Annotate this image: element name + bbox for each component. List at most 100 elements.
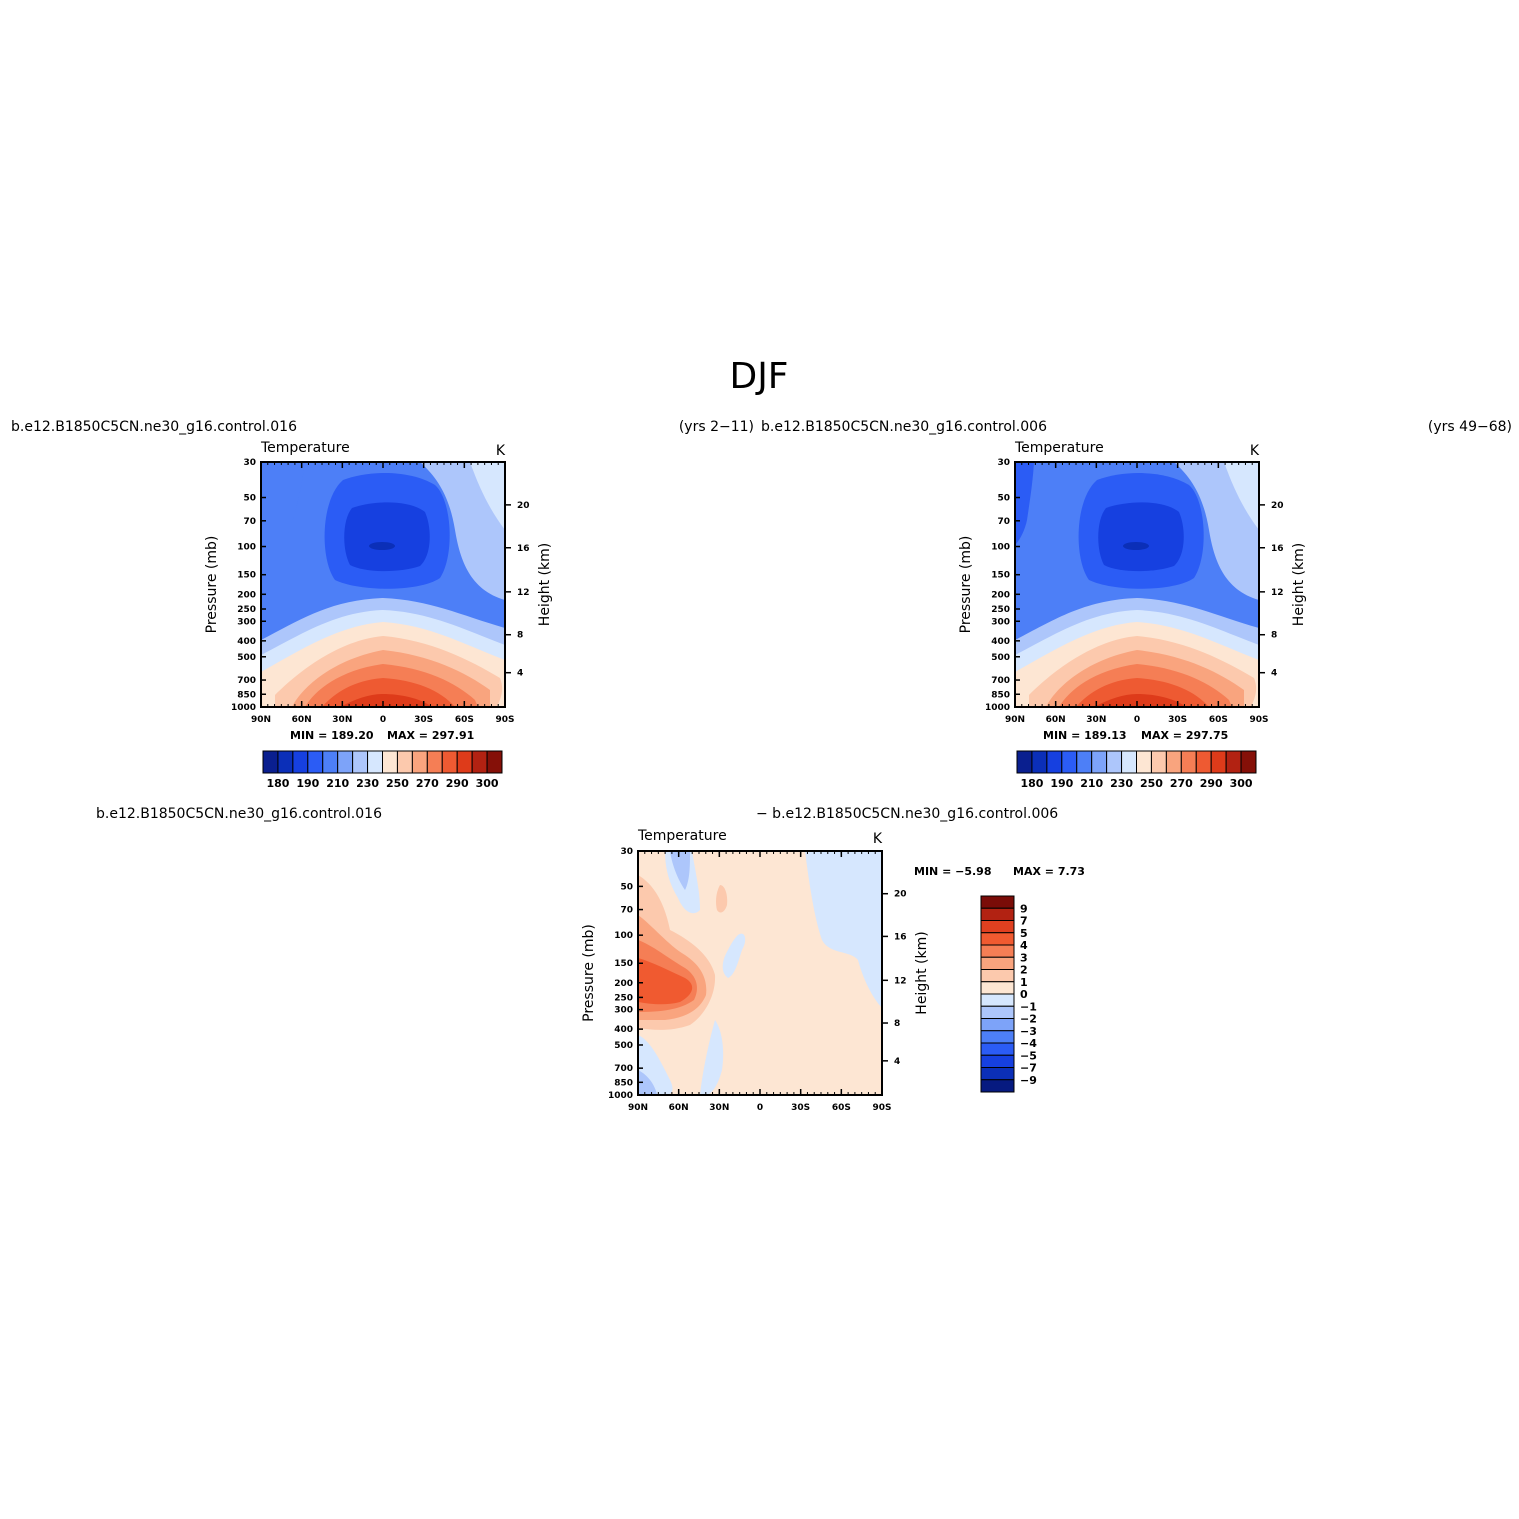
x-tick-label: 60S: [832, 1103, 851, 1113]
colorbar-box: [1091, 750, 1108, 774]
colorbar-box: [980, 1067, 1015, 1081]
y2-tick-label: 8: [1271, 631, 1277, 641]
colorbar-box: [1225, 750, 1242, 774]
y-tick-label: 50: [620, 882, 633, 892]
panel-units: K: [1250, 443, 1260, 459]
y-axis-label: Pressure (mb): [581, 924, 597, 1022]
colorbar-box: [486, 750, 503, 774]
colorbar-box: [411, 750, 428, 774]
colorbar-box: [980, 932, 1015, 946]
y-tick-label: 250: [237, 605, 256, 615]
y-axis-label: Pressure (mb): [204, 536, 220, 634]
axis-ticks: 90N 60N 30N 0 30S 60S 90S 30 50 70 100 150 200 250 300…: [231, 458, 530, 725]
min-label: MIN = 189.20: [290, 729, 374, 742]
x-tick-label: 60N: [669, 1103, 689, 1113]
y-tick-label: 300: [991, 617, 1010, 627]
min-label: MIN = 189.13: [1043, 729, 1127, 742]
colorbar-label: −3: [1020, 1025, 1037, 1038]
colorbar-box: [980, 956, 1015, 970]
row1-right-case-label: b.e12.B1850C5CN.ne30_g16.control.006: [761, 419, 1047, 435]
colorbar-label: 0: [1020, 988, 1028, 1001]
colorbar-box: [441, 750, 458, 774]
x-tick-label: 30N: [709, 1103, 729, 1113]
colorbar-box: [980, 907, 1015, 921]
colorbar-box: [1121, 750, 1137, 774]
y-tick-label: 850: [614, 1078, 633, 1088]
colorbar-label: 1: [1020, 976, 1028, 989]
y2-tick-label: 20: [894, 890, 907, 900]
y-tick-label: 1000: [231, 703, 256, 713]
panel-title: Temperature: [1014, 440, 1104, 456]
colorbar-label: 290: [1200, 777, 1223, 790]
y2-tick-label: 8: [894, 1019, 900, 1029]
y-tick-label: 200: [614, 979, 633, 989]
colorbar-box: [456, 750, 473, 774]
colorbar-label: −7: [1020, 1062, 1037, 1075]
y2-axis-label: Height (km): [537, 543, 553, 626]
colorbar-box: [277, 750, 294, 774]
colorbar-box: [352, 750, 369, 774]
y-tick-label: 700: [614, 1064, 633, 1074]
y2-tick-label: 16: [517, 544, 530, 554]
x-tick-label: 30N: [1086, 715, 1106, 725]
colorbar-label: 9: [1020, 902, 1028, 915]
colorbar-box: [1136, 750, 1152, 774]
contour-field: [1015, 462, 1259, 707]
colorbar-box: [337, 750, 354, 774]
row1-right-years-label: (yrs 49−68): [1428, 419, 1512, 435]
x-tick-label: 90N: [628, 1103, 648, 1113]
y-tick-label: 200: [237, 590, 256, 600]
figure-title: DJF: [729, 356, 788, 397]
colorbar-label: −9: [1020, 1074, 1037, 1087]
y-tick-label: 850: [991, 690, 1010, 700]
colorbar-label: −5: [1020, 1049, 1037, 1062]
y2-tick-label: 16: [894, 932, 907, 942]
colorbar-box: [980, 1005, 1015, 1019]
axis-ticks: 90N 60N 30N 0 30S 60S 90S 30 50 70 100 150 200 250 300…: [985, 458, 1284, 725]
panel-title: Temperature: [637, 828, 727, 844]
max-label: MAX = 7.73: [1013, 865, 1085, 878]
y-tick-label: 300: [614, 1006, 633, 1016]
colorbar-box: [426, 750, 443, 774]
colorbar-label: 250: [386, 777, 409, 790]
y-tick-label: 500: [991, 653, 1010, 663]
colorbar-box: [980, 1042, 1015, 1056]
row2-left-case-label: b.e12.B1850C5CN.ne30_g16.control.016: [96, 806, 382, 822]
colorbar-label: 190: [296, 777, 319, 790]
x-tick-label: 90S: [1249, 715, 1268, 725]
colorbar-box: [1106, 750, 1123, 774]
panel-difference: Temperature K 90N 60N 30N 0 30S 60S 90S3050701…: [581, 828, 1085, 1113]
y2-axis-label: Height (km): [914, 931, 930, 1014]
colorbar-box: [980, 895, 1015, 909]
y-tick-label: 1000: [608, 1091, 633, 1101]
max-label: MAX = 297.75: [1141, 729, 1228, 742]
y-tick-label: 500: [237, 653, 256, 663]
max-label: MAX = 297.91: [387, 729, 474, 742]
colorbar-box: [1180, 750, 1197, 774]
colorbar-box: [307, 750, 324, 774]
colorbar-label: 250: [1140, 777, 1163, 790]
y-tick-label: 70: [997, 517, 1010, 527]
y-tick-label: 400: [614, 1025, 633, 1035]
y-tick-label: 400: [991, 637, 1010, 647]
x-tick-label: 90N: [251, 715, 271, 725]
y-tick-label: 700: [237, 676, 256, 686]
colorbar-box: [980, 1079, 1015, 1093]
y-tick-label: 150: [614, 959, 633, 969]
colorbar-label: 180: [1020, 777, 1043, 790]
y2-tick-label: 4: [1271, 669, 1277, 679]
colorbar-box: [980, 993, 1015, 1007]
colorbar-label: 290: [446, 777, 469, 790]
x-tick-label: 30S: [1168, 715, 1187, 725]
colorbar-label: 7: [1020, 915, 1028, 928]
colorbar-box: [980, 969, 1015, 983]
colorbar-label: 180: [266, 777, 289, 790]
colorbar-box: [980, 1018, 1015, 1032]
colorbar-label: 4: [1020, 939, 1028, 952]
y-axis-label: Pressure (mb): [958, 536, 974, 634]
y-tick-label: 100: [237, 543, 256, 553]
x-tick-label: 0: [757, 1103, 763, 1113]
colorbar-box: [1061, 750, 1078, 774]
